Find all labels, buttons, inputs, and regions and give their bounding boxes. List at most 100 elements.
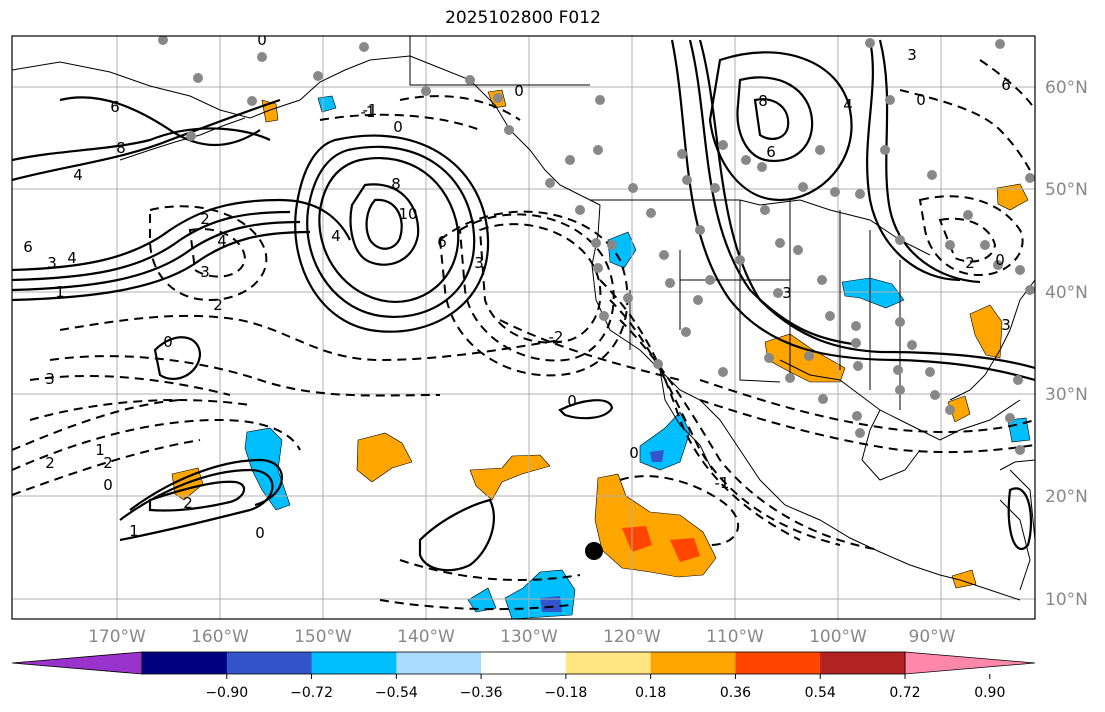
- contour-label-38: 0: [916, 91, 926, 109]
- lon-label-140w: 140°W: [397, 627, 455, 647]
- coastlines: [12, 36, 1035, 601]
- contour-label-43: 3: [907, 46, 917, 64]
- contour-label-23: 1: [95, 441, 105, 459]
- lon-label-170w: 170°W: [88, 627, 146, 647]
- contour-label-2: 4: [73, 166, 83, 184]
- shade-orange-gulf2: [947, 395, 971, 423]
- colorbar: −0.90 −0.72 −0.54 −0.36 −0.18 0.18 0.36 0.54 0.7…: [11, 651, 1036, 701]
- lon-label-100w: 100°W: [809, 627, 867, 647]
- lat-label-30: 30°N: [1045, 385, 1088, 405]
- colorbar-tick-label-8: 0.72: [889, 685, 920, 701]
- shading-layer: [171, 89, 1031, 619]
- colorbar-tick-label-0: −0.90: [205, 685, 248, 701]
- lon-label-160w: 160°W: [191, 627, 249, 647]
- contour-label-7: 0: [257, 31, 267, 49]
- contour-label-32: -3: [59, 22, 74, 40]
- contour-label-13: 4: [331, 227, 341, 245]
- contour-label-29: -1: [715, 474, 730, 492]
- contour-label-14: 3: [474, 254, 484, 272]
- contour-label-35: 6: [766, 143, 776, 161]
- contour-label-15: 2: [200, 210, 210, 228]
- contour-label-41: 2: [965, 254, 975, 272]
- colorbar-swatch-7: [735, 652, 821, 674]
- contour-label-21: 3: [45, 370, 55, 388]
- lon-label-120w: 120°W: [603, 627, 661, 647]
- lon-label-130w: 130°W: [500, 627, 558, 647]
- colorbar-swatch-3: [396, 652, 482, 674]
- contour-label-12: 6: [437, 233, 447, 251]
- contour-label-28: 0: [567, 392, 577, 410]
- shade-orange-mid2: [469, 454, 551, 501]
- contour-label-6: 1: [55, 283, 65, 301]
- lat-label-10: 10°N: [1045, 590, 1088, 610]
- contour-label-39: 3: [1001, 316, 1011, 334]
- contour-label-19: 2: [103, 454, 113, 472]
- contour-label-33: -1: [363, 101, 378, 119]
- colorbar-tick-label-4: −0.18: [544, 685, 587, 701]
- lon-labels: 170°W 160°W 150°W 140°W 130°W 120°W 110°…: [88, 627, 956, 647]
- contour-label-18: 2: [213, 296, 223, 314]
- shade-orange-mid1: [356, 432, 413, 483]
- contour-label-42: 0: [995, 251, 1005, 269]
- contour-label-40: 6: [1001, 76, 1011, 94]
- shade-blue-midwest: [841, 277, 905, 309]
- lon-label-150w: 150°W: [294, 627, 352, 647]
- lat-label-20: 20°N: [1045, 487, 1088, 507]
- contour-label-25: 2: [183, 494, 193, 512]
- colorbar-swatch-5: [565, 652, 652, 674]
- contour-label-4: 3: [47, 254, 57, 272]
- shade-orange-gulf: [969, 304, 1003, 359]
- contour-label-36: 4: [843, 96, 853, 114]
- colorbar-extend-low: [11, 651, 143, 675]
- contour-label-16: 4: [217, 232, 227, 250]
- shade-red-mexico2: [670, 538, 700, 562]
- gridlines: [12, 36, 1035, 619]
- lat-label-60: 60°N: [1045, 78, 1088, 98]
- storm-center-marker: [585, 542, 603, 560]
- contour-label-20: 0: [103, 476, 113, 494]
- contour-label-1: 8: [116, 139, 126, 157]
- shade-orange-hawaii: [171, 467, 204, 501]
- contours: [12, 39, 1035, 572]
- lat-label-50: 50°N: [1045, 180, 1088, 200]
- contour-label-34: 8: [758, 92, 768, 110]
- contour-label-5: 4: [67, 249, 77, 267]
- colorbar-swatch-6: [650, 652, 736, 674]
- contour-label-22: 2: [45, 454, 55, 472]
- contour-label-8: -1: [361, 103, 376, 121]
- station-dots: [158, 36, 1035, 455]
- colorbar-swatch-4: [481, 652, 567, 674]
- contour-label-27: 1: [129, 522, 139, 540]
- contour-label-9: 0: [393, 118, 403, 136]
- shade-red-mexico1: [622, 526, 652, 552]
- contour-label-17: 3: [200, 263, 210, 281]
- colorbar-tick-label-6: 0.36: [720, 685, 751, 701]
- colorbar-tick-label-5: 0.18: [635, 685, 666, 701]
- contour-label-3: 6: [23, 238, 33, 256]
- colorbar-tick-label-9: 0.90: [974, 685, 1005, 701]
- colorbar-tick-label-7: 0.54: [805, 685, 836, 701]
- shade-blue-gulfca: [639, 411, 691, 471]
- colorbar-swatch-8: [820, 652, 906, 674]
- map-frame: [11, 35, 1036, 620]
- colorbar-swatch-0: [142, 652, 228, 674]
- lon-label-110w: 110°W: [706, 627, 764, 647]
- dashed-contours: [12, 59, 1035, 611]
- contour-label-11: 10: [398, 205, 417, 223]
- shade-blue-nw: [317, 95, 337, 113]
- shade-navy-gulfca: [650, 450, 664, 462]
- chart-title: 2025102800 F012: [445, 8, 601, 28]
- shade-blue-east: [1007, 417, 1031, 443]
- contour-label-0: 6: [110, 98, 120, 116]
- colorbar-swatch-2: [311, 652, 397, 674]
- colorbar-frame: [141, 651, 906, 675]
- lon-label-90w: 90°W: [909, 627, 956, 647]
- shade-orange-mexico: [594, 473, 717, 578]
- colorbar-tick-label-3: −0.36: [460, 685, 503, 701]
- shade-navy-south: [540, 596, 562, 612]
- contour-label-26: 0: [255, 524, 265, 542]
- lat-label-40: 40°N: [1045, 283, 1088, 303]
- contour-label-10: 8: [391, 175, 401, 193]
